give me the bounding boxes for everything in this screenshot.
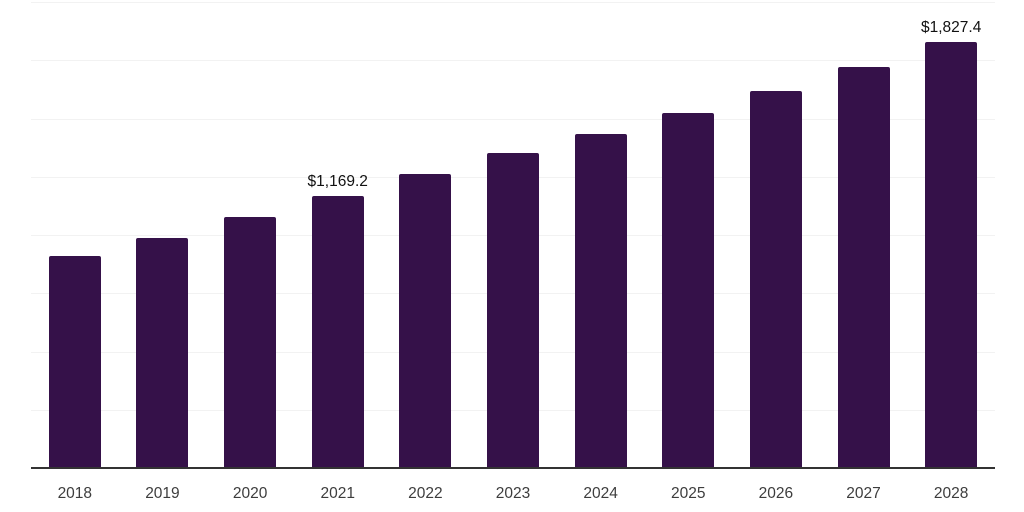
x-tick-2027: 2027 (846, 485, 881, 502)
bar-value-label-2021: $1,169.2 (307, 172, 368, 190)
bar-2018[interactable] (48, 255, 101, 468)
x-tick-2018: 2018 (57, 485, 93, 502)
x-tick-2022: 2022 (408, 485, 443, 502)
x-tick-2023: 2023 (495, 485, 531, 502)
x-tick-2025: 2025 (671, 485, 706, 502)
x-tick-2020: 2020 (232, 485, 268, 502)
x-tick-2026: 2026 (758, 485, 794, 502)
bar-2022[interactable] (399, 174, 452, 468)
bar-2023[interactable] (487, 153, 539, 468)
x-tick-2019: 2019 (145, 485, 180, 502)
gridline-2000 (31, 2, 995, 3)
bar-2019[interactable] (136, 237, 189, 468)
bar-2021[interactable] (311, 195, 364, 468)
bar-value-label-2028: $1,827.4 (921, 19, 982, 37)
x-tick-2028: 2028 (933, 485, 969, 502)
bar-2020[interactable] (224, 216, 277, 468)
bar-2025[interactable] (662, 112, 715, 468)
x-tick-2021: 2021 (320, 485, 355, 502)
x-axis-line (31, 467, 995, 469)
x-tick-2024: 2024 (583, 485, 618, 502)
bar-2027[interactable] (837, 66, 890, 468)
gridline-1500 (31, 118, 995, 120)
bar-2026[interactable] (749, 91, 802, 468)
gridline-1750 (31, 60, 995, 62)
bar-2024[interactable] (574, 133, 627, 468)
bar-2028[interactable] (925, 42, 978, 468)
